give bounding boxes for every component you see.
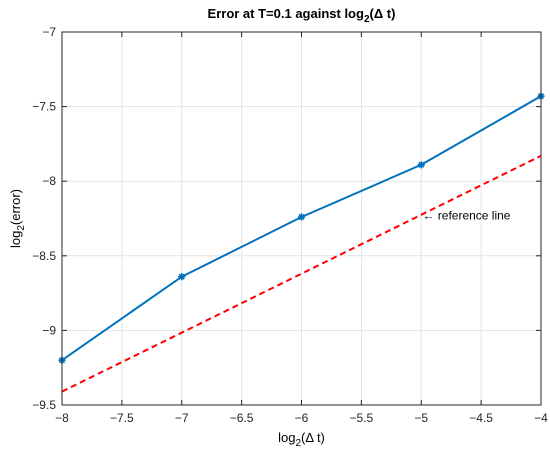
y-tick-label: −8.5: [32, 249, 56, 263]
y-axis-label: log2(error): [8, 189, 27, 248]
x-tick-label: −4.5: [469, 411, 493, 425]
data-point-stroke: [418, 161, 425, 168]
data-point-stroke: [298, 213, 305, 221]
x-tick-label: −6.5: [230, 411, 254, 425]
data-point: [297, 213, 306, 221]
x-tick-label: −8: [55, 411, 69, 425]
x-tick-label: −5.5: [350, 411, 374, 425]
chart-title: Error at T=0.1 against log2(Δ t): [208, 6, 396, 25]
x-tick-label: −5: [414, 411, 428, 425]
reference-line-annotation: ← reference line: [422, 209, 510, 223]
y-tick-label: −9.5: [32, 398, 56, 412]
y-tick-label: −7.5: [32, 100, 56, 114]
y-tick-label: −7: [42, 25, 56, 39]
ticks: −8 −7.5 −7 −6.5 −6 −5.5 −5 −4.5 −4 −9.5 −9 −8.5 −8 −7…: [32, 25, 548, 425]
data-point: [178, 273, 186, 281]
reference-line: [61, 154, 542, 393]
x-tick-label: −6: [295, 411, 309, 425]
x-tick-label: −4: [534, 411, 548, 425]
x-tick-label: −7.5: [110, 411, 134, 425]
x-axis-label: log2(Δ t): [278, 430, 325, 449]
x-tick-label: −7: [175, 411, 189, 425]
y-tick-label: −9: [42, 323, 56, 337]
reference-series: [61, 154, 542, 393]
y-tick-label: −8: [42, 174, 56, 188]
data-point: [417, 161, 425, 169]
data-point-stroke: [178, 273, 185, 280]
